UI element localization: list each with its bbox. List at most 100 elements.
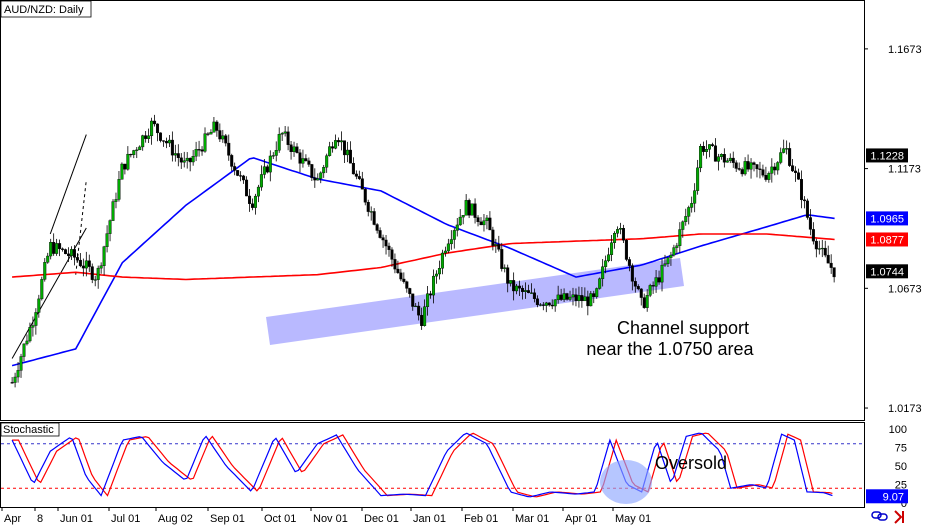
candle <box>702 141 706 156</box>
candle <box>387 242 391 257</box>
candle <box>710 142 714 147</box>
candle <box>197 140 201 157</box>
candle <box>823 240 827 258</box>
candle <box>770 158 774 183</box>
y-tick-label: 1.0173 <box>888 403 922 415</box>
candle <box>135 147 139 159</box>
candle <box>586 290 590 316</box>
candle <box>49 238 53 260</box>
candle <box>808 209 812 236</box>
candle <box>568 290 572 302</box>
candle <box>651 281 655 294</box>
candle <box>832 267 836 283</box>
candle <box>618 222 622 235</box>
candle <box>725 158 729 163</box>
candle <box>690 196 694 213</box>
channel-upper-line <box>49 134 87 235</box>
candle <box>224 133 228 147</box>
candle <box>67 247 71 262</box>
candle <box>529 283 533 294</box>
candle <box>191 150 195 166</box>
x-tick-label: 8 <box>37 513 43 525</box>
candle <box>802 196 806 209</box>
candle <box>791 159 795 173</box>
candle <box>574 288 578 307</box>
candle <box>351 157 355 175</box>
candle <box>375 223 379 234</box>
candle <box>429 290 433 299</box>
candle <box>301 149 305 168</box>
candle <box>678 222 682 253</box>
candle <box>577 286 581 308</box>
candle <box>298 149 302 173</box>
candle <box>34 308 38 335</box>
candle <box>746 154 750 172</box>
candle <box>797 168 801 180</box>
candle <box>182 151 186 168</box>
candle <box>758 161 762 179</box>
candle <box>408 287 412 298</box>
candle <box>452 228 456 249</box>
arrow-right-icon[interactable] <box>894 510 904 524</box>
stoch-tick-label: 25 <box>895 480 907 492</box>
candle <box>817 240 821 255</box>
candle <box>381 234 385 248</box>
link-icon[interactable] <box>871 511 888 521</box>
candle <box>500 242 504 272</box>
candle <box>417 301 421 321</box>
candle <box>455 218 459 237</box>
x-tick-label: Aug 02 <box>158 513 193 525</box>
candle <box>544 301 548 313</box>
candle <box>271 152 275 160</box>
candle <box>524 282 528 299</box>
price-badge: 1.1228 <box>866 148 908 163</box>
candle <box>639 288 643 306</box>
candle <box>43 258 47 282</box>
stoch-tick-label: 0 <box>901 498 907 510</box>
svg-text:9.07: 9.07 <box>883 491 904 503</box>
price-badge: 1.0744 <box>866 264 908 279</box>
candle <box>604 255 608 274</box>
candle <box>13 372 17 388</box>
candle <box>672 244 676 257</box>
stoch-tick-label: 100 <box>889 424 907 436</box>
candle <box>37 294 41 318</box>
candle <box>461 215 465 225</box>
candle <box>518 280 522 297</box>
candle <box>826 245 830 264</box>
candle <box>497 235 501 252</box>
candle <box>105 225 109 253</box>
candle <box>779 147 783 165</box>
candle <box>755 163 759 178</box>
candle <box>310 163 314 182</box>
candle <box>696 159 700 195</box>
svg-text:1.0877: 1.0877 <box>870 234 904 246</box>
candle <box>446 238 450 254</box>
candle <box>488 211 492 231</box>
svg-text:1.1228: 1.1228 <box>870 150 904 162</box>
candle <box>167 135 171 148</box>
candle <box>773 162 777 176</box>
candle <box>440 249 444 275</box>
candle <box>624 239 628 262</box>
candle <box>366 199 370 217</box>
candle <box>369 206 373 221</box>
candle <box>295 143 299 154</box>
candle <box>580 286 584 308</box>
candle <box>547 302 551 307</box>
candle <box>61 247 65 252</box>
stochastic-k-line <box>11 432 833 498</box>
candle <box>378 227 382 239</box>
candle <box>274 141 278 162</box>
candle <box>794 166 798 182</box>
chart-title: AUD/NZD: Daily <box>4 4 84 16</box>
candle <box>559 288 563 301</box>
candle <box>432 269 436 304</box>
candle <box>782 139 786 154</box>
candle <box>776 161 780 175</box>
candle <box>236 170 240 177</box>
x-tick-label: Mar 01 <box>515 513 549 525</box>
candle <box>292 141 296 157</box>
candle <box>256 184 260 203</box>
candle <box>337 137 341 147</box>
